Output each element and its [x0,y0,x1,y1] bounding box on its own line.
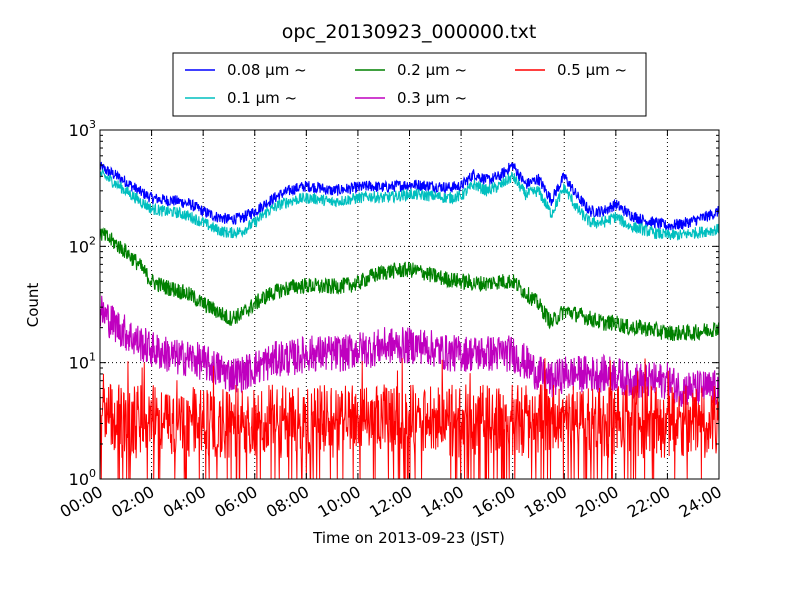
x-tick-label: 02:00 [108,482,157,522]
y-axis-label: Count [24,283,42,328]
legend-box [172,52,647,117]
y-tick-label: 101 [69,351,96,373]
legend-label: 0.3 μm ~ [397,89,467,107]
chart-title: opc_20130923_000000.txt [282,21,537,43]
series-line [100,168,719,241]
legend-label: 0.5 μm ~ [557,61,627,79]
x-tick-label: 18:00 [521,482,570,522]
x-tick-label: 04:00 [160,482,209,522]
x-tick-label: 08:00 [263,482,312,522]
series-line [100,227,719,342]
series-line [100,295,719,407]
y-tick-label: 103 [69,118,96,140]
legend-label: 0.1 μm ~ [227,89,297,107]
x-tick-label: 10:00 [314,482,363,522]
x-tick-label: 16:00 [469,482,518,522]
x-tick-label: 12:00 [366,482,415,522]
x-tick-label: 14:00 [418,482,467,522]
x-tick-label: 20:00 [572,482,621,522]
series-line [100,358,719,479]
legend: 0.08 μm ~ 0.2 μm ~ 0.5 μm ~ 0.1 μm ~ 0.3 μm … [172,52,647,117]
x-tick-label: 24:00 [676,482,725,522]
x-tick-label: 06:00 [211,482,260,522]
series-line [100,161,719,231]
legend-label: 0.08 μm ~ [227,61,307,79]
x-axis-label: Time on 2013-09-23 (JST) [312,529,505,547]
x-tick-label: 22:00 [624,482,673,522]
y-tick-label: 102 [69,234,96,256]
legend-label: 0.2 μm ~ [397,61,467,79]
